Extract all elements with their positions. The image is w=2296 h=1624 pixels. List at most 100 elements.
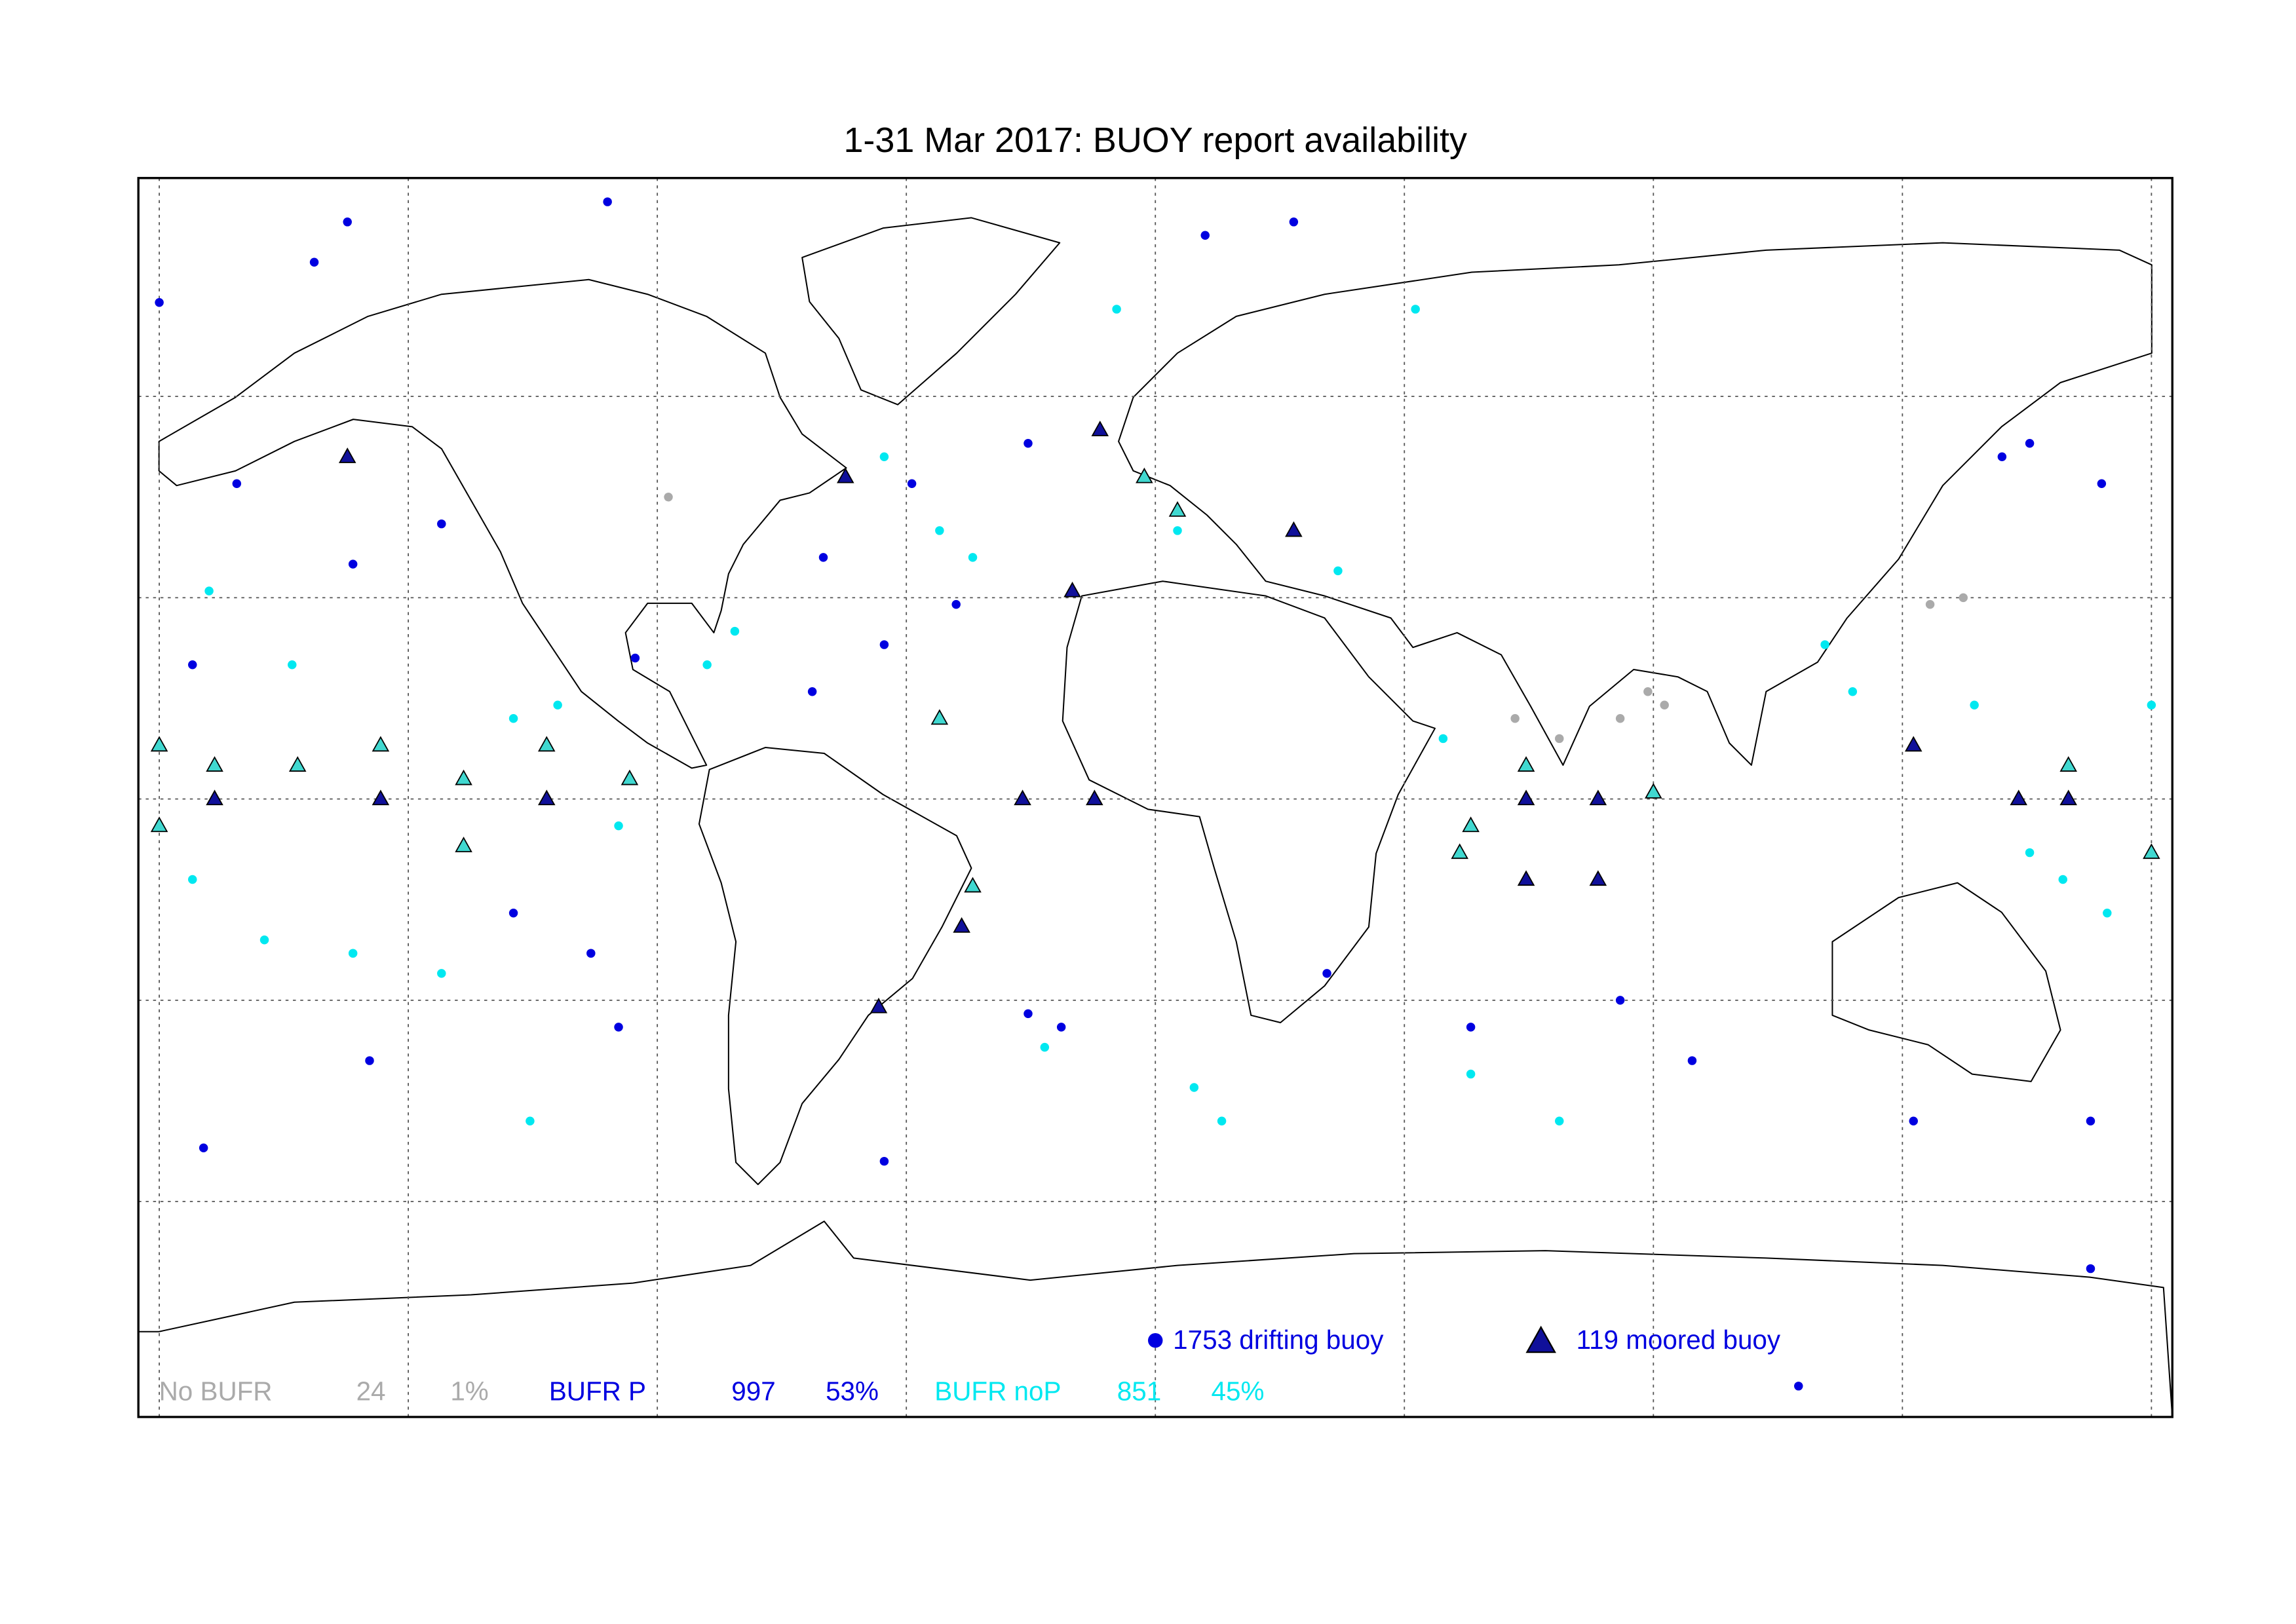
drifting-buoy [2103,909,2112,918]
drifting-buoy [1687,1056,1697,1065]
moored-buoy [1645,783,1662,799]
drifting-buoy [309,257,319,267]
drifting-buoy [1466,1069,1476,1079]
moored-buoy [870,997,888,1013]
moored-buoy [1168,501,1187,517]
drifting-buoy [1959,593,1968,603]
graticule [138,178,2173,1417]
drifting-buoy [1173,526,1182,535]
stat-label: No BUFR [159,1376,273,1407]
buoy-points [150,197,2160,1274]
drifting-buoy [1189,1083,1199,1092]
stat-label: BUFR noP [934,1376,1061,1407]
drifting-buoy [614,821,623,831]
drifting-buoy [437,519,446,529]
drifting-buoy [1466,1023,1476,1032]
drifting-buoy [879,1156,889,1166]
drifting-buoy [288,660,297,670]
moored-buoy [372,736,390,752]
drifting-buoy [630,653,640,663]
drifting-buoy [1200,231,1210,240]
drifting-buoy [586,949,596,958]
land [138,217,2173,1417]
moored-buoy [964,877,982,893]
moored-buoy [1517,870,1535,886]
stat-label: BUFR P [549,1376,646,1407]
drifting-buoy [2097,479,2107,488]
drifting-buoy [2025,439,2035,448]
drifting-buoy [1322,969,1331,978]
drifting-buoy [348,559,358,569]
drifting-buoy [1643,687,1653,696]
drifting-buoy [603,197,612,206]
drifting-buoy [1554,1116,1564,1125]
drifting-buoy [818,553,828,562]
stat-percent: 1% [450,1376,488,1407]
moored-buoy [1285,521,1303,537]
drifting-buoy [1615,713,1625,723]
drifting-buoy [879,640,889,649]
stat-count: 851 [1117,1376,1161,1407]
drifting-buoy [2086,1116,2095,1125]
drifting-buoy [664,492,673,502]
moored-buoy [455,837,472,852]
moored-buoy [1904,736,1923,752]
drifting-buoy [553,700,562,709]
drifting-buoy [508,909,518,918]
moored-buoy [1517,756,1535,772]
moored-buoy [953,917,970,933]
drifting-buoy [1112,305,1121,314]
moored-buoy [150,816,168,833]
moored-buoy [1014,789,1031,806]
moored-buoy [1091,421,1109,436]
legend-moored: 119 moored buoy [1577,1325,1781,1355]
moored-buoy [1589,870,1607,886]
drifting-buoy [1997,452,2007,462]
eurasia [1118,242,2152,766]
drifting-buoy [259,935,269,945]
drifting-buoy [188,875,197,884]
legend-drifting-icon [1148,1332,1163,1348]
greenland [801,217,1061,406]
drifting-buoy [1217,1116,1227,1125]
drifting-buoy [1024,1009,1033,1019]
moored-buoy [537,789,556,806]
drifting-buoy [343,217,352,227]
africa [1062,580,1436,1024]
drifting-buoy [1909,1116,1918,1125]
moored-buoy [1462,816,1480,833]
drifting-buoy [1024,439,1033,448]
legend-drifting: 1753 drifting buoy [1173,1325,1384,1355]
drifting-buoy [935,526,944,535]
moored-buoy [1063,581,1081,597]
drifting-buoy [199,1143,208,1152]
drifting-buoy [1925,599,1935,609]
moored-buoy [150,736,168,752]
drifting-buoy [526,1116,535,1125]
drifting-buoy [730,626,740,636]
drifting-buoy [2058,875,2067,884]
drifting-buoy [348,949,358,958]
moored-buoy [206,756,223,772]
drifting-buoy [1970,700,1979,709]
moored-buoy [206,789,223,806]
drifting-buoy [1040,1042,1050,1052]
drifting-buoy [2147,700,2156,709]
moored-buoy [455,769,472,785]
moored-buoy [1451,843,1468,859]
moored-buoy [338,447,356,463]
drifting-buoy [1660,700,1669,709]
moored-buoy [930,709,949,725]
drifting-buoy [1510,713,1520,723]
moored-buoy [1136,467,1153,483]
drifting-buoy [702,660,712,670]
drifting-buoy [1056,1023,1066,1032]
drifting-buoy [614,1023,623,1032]
drifting-buoy [188,660,197,670]
drifting-buoy [155,297,164,307]
legend-moored-icon [1525,1325,1556,1353]
moored-buoy [837,467,854,483]
australia [1831,882,2061,1082]
